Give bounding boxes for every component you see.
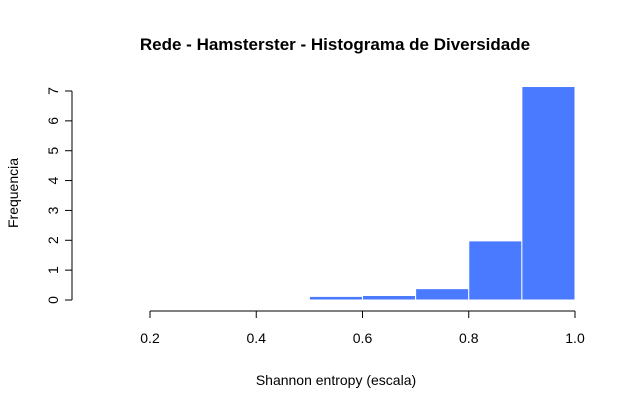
x-axis: 0.2 0.4 0.6 0.8 1.0: [140, 310, 585, 346]
y-tick-label: 6: [45, 117, 61, 125]
y-tick-label: 0: [45, 296, 61, 304]
y-tick-label: 5: [45, 147, 61, 155]
x-tick-label: 0.8: [459, 330, 479, 346]
x-axis-label: Shannon entropy (escala): [256, 372, 416, 388]
y-tick-label: 7: [45, 87, 61, 95]
y-axis: 0 1 2 3 4 5 6 7: [45, 87, 73, 304]
y-tick-label: 4: [45, 176, 61, 184]
histogram-bar-3: [415, 288, 470, 301]
y-tick-label: 3: [45, 206, 61, 214]
y-tick-label: 2: [45, 236, 61, 244]
histogram-bar-4: [468, 240, 523, 301]
histogram-bar-5: [521, 86, 576, 301]
y-axis-label: Frequencia: [5, 158, 21, 228]
histogram-bar-1: [308, 295, 363, 301]
x-tick-label: 0.4: [247, 330, 267, 346]
histogram-bar-2: [362, 295, 417, 301]
x-tick-label: 1.0: [565, 330, 585, 346]
y-tick-label: 1: [45, 266, 61, 274]
x-tick-label: 0.6: [353, 330, 373, 346]
x-tick-label: 0.2: [140, 330, 160, 346]
bars-group: [308, 86, 576, 301]
chart-title: Rede - Hamsterster - Histograma de Diver…: [140, 35, 530, 54]
